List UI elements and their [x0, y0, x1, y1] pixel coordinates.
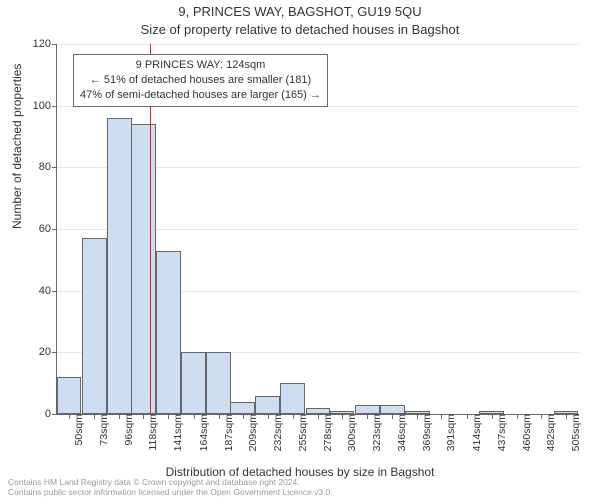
xtick-label: 118sqm	[139, 414, 159, 451]
xtick-label: 346sqm	[388, 414, 408, 451]
plot-area: 02040608010012050sqm73sqm96sqm118sqm141s…	[56, 44, 579, 415]
gridline-h	[57, 44, 579, 45]
footer-line-2: Contains public sector information licen…	[8, 488, 333, 498]
footer-attribution: Contains HM Land Registry data © Crown c…	[8, 478, 333, 498]
ytick-label: 20	[39, 346, 57, 358]
histogram-bar	[82, 238, 107, 414]
xtick-label: 323sqm	[363, 414, 383, 451]
xtick-label: 482sqm	[537, 414, 557, 451]
ytick-label: 80	[39, 161, 57, 173]
annotation-line-3: 47% of semi-detached houses are larger (…	[80, 88, 321, 103]
chart-title-main: 9, PRINCES WAY, BAGSHOT, GU19 5QU	[0, 4, 600, 19]
histogram-bar	[380, 405, 405, 414]
histogram-bar	[156, 251, 181, 414]
xtick-label: 278sqm	[314, 414, 334, 451]
xtick-label: 73sqm	[90, 414, 110, 446]
ytick-label: 60	[39, 223, 57, 235]
histogram-bar	[206, 352, 231, 414]
xtick-label: 414sqm	[463, 414, 483, 451]
ytick-label: 0	[45, 408, 57, 420]
histogram-bar	[107, 118, 132, 414]
xtick-label: 232sqm	[264, 414, 284, 451]
histogram-bar	[280, 383, 305, 414]
histogram-bar	[57, 377, 82, 414]
xtick-label: 391sqm	[437, 414, 457, 451]
histogram-bar	[181, 352, 206, 414]
xtick-label: 209sqm	[239, 414, 259, 451]
ytick-label: 120	[33, 38, 57, 50]
histogram-bar	[230, 402, 255, 414]
chart-title-sub: Size of property relative to detached ho…	[0, 22, 600, 37]
xtick-label: 141sqm	[164, 414, 184, 451]
ytick-label: 40	[39, 285, 57, 297]
xtick-label: 96sqm	[115, 414, 135, 446]
xtick-label: 255sqm	[289, 414, 309, 451]
xtick-label: 50sqm	[65, 414, 85, 446]
xtick-label: 460sqm	[513, 414, 533, 451]
xtick-label: 187sqm	[215, 414, 235, 451]
annotation-line-1: 9 PRINCES WAY: 124sqm	[80, 58, 321, 73]
chart-container: 9, PRINCES WAY, BAGSHOT, GU19 5QU Size o…	[0, 0, 600, 500]
histogram-bar	[255, 396, 280, 415]
xtick-label: 300sqm	[338, 414, 358, 451]
xtick-label: 164sqm	[190, 414, 210, 451]
xtick-label: 369sqm	[413, 414, 433, 451]
histogram-bar	[355, 405, 380, 414]
xtick-label: 505sqm	[562, 414, 582, 451]
annotation-line-2: ← 51% of detached houses are smaller (18…	[80, 73, 321, 88]
y-axis-label: Number of detached properties	[10, 64, 24, 229]
annotation-box: 9 PRINCES WAY: 124sqm ← 51% of detached …	[73, 54, 328, 107]
ytick-label: 100	[33, 100, 57, 112]
xtick-label: 437sqm	[488, 414, 508, 451]
histogram-bar	[131, 124, 156, 414]
